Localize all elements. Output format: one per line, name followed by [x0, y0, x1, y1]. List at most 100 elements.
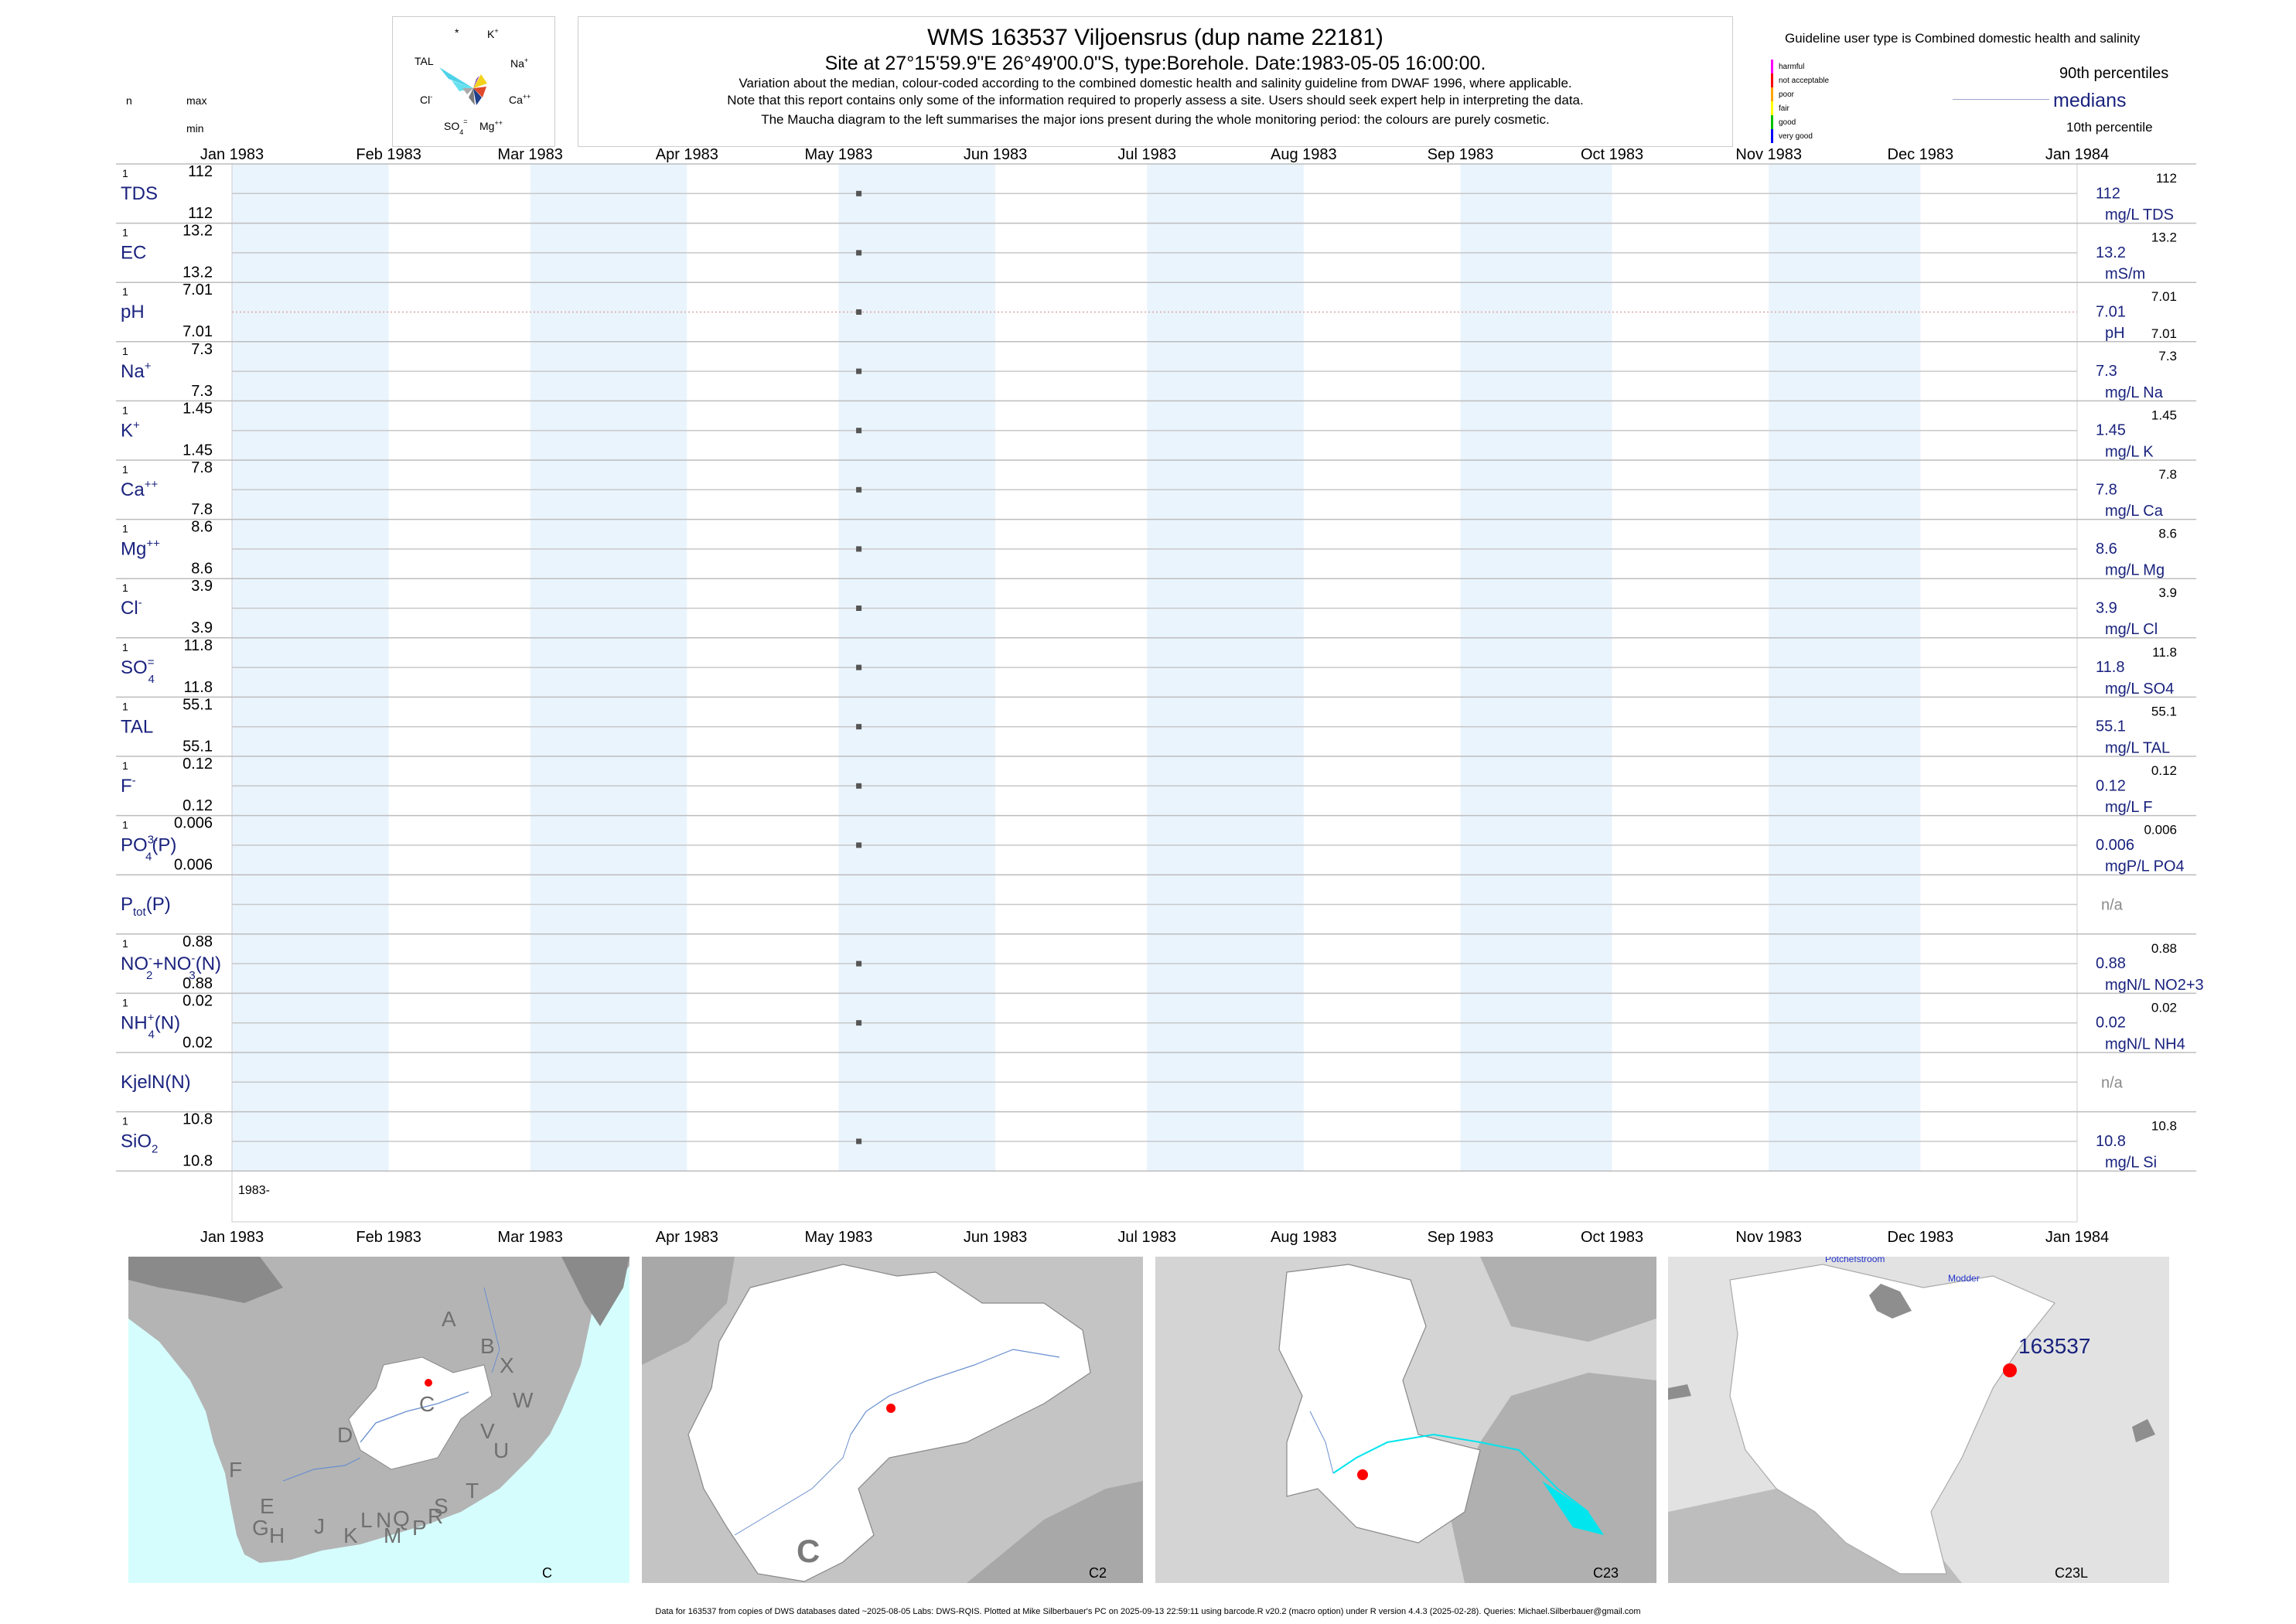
- note-line-1: Variation about the median, colour-coded…: [739, 76, 1572, 90]
- map-panel-c23l: 163537 Potchefstroom Modder C23L: [1668, 1257, 2169, 1583]
- map2-site-marker: [886, 1404, 896, 1413]
- row-variable-10: F-: [121, 774, 136, 797]
- maucha-na-sector: [473, 74, 487, 88]
- row-variable-9: TAL: [121, 716, 153, 737]
- month-label-bottom-0: Jan 1983: [200, 1229, 264, 1246]
- data-point-0: [856, 190, 862, 196]
- row-min-11: 0.006: [174, 857, 213, 874]
- note-line-3: The Maucha diagram to the left summarise…: [761, 112, 1550, 127]
- row-unit-3: mg/L Na: [2105, 384, 2164, 401]
- map2-caption: C2: [1089, 1565, 1107, 1581]
- row-median-1: 13.2: [2096, 244, 2126, 261]
- data-point-4: [856, 428, 862, 434]
- map4-catchment: [1729, 1264, 2055, 1575]
- class-swatch-1: [1771, 73, 1773, 87]
- map1-river: [360, 1391, 469, 1443]
- map1-letter-A: A: [442, 1307, 456, 1331]
- map1-letter-F: F: [229, 1458, 242, 1482]
- row-rmax-5: 7.8: [2158, 467, 2177, 482]
- medians-label: medians: [2053, 90, 2127, 111]
- map2-river: [850, 1349, 1060, 1435]
- maucha-cl-label: Cl-: [420, 93, 432, 106]
- month-label-top-2: Mar 1983: [497, 146, 563, 163]
- maucha-star-label: *: [455, 26, 459, 39]
- row-min-3: 7.3: [191, 383, 213, 400]
- row-rmax-2: 7.01: [2151, 289, 2177, 304]
- month-label-top-9: Oct 1983: [1581, 146, 1643, 163]
- map-panel-c2: C C2: [642, 1257, 1143, 1583]
- row-unit-2: pH: [2105, 325, 2125, 342]
- row-rmax-9: 55.1: [2151, 704, 2177, 718]
- row-max-8: 11.8: [184, 637, 213, 654]
- map1-letter-T: T: [466, 1479, 479, 1503]
- map1-letter-L: L: [360, 1508, 373, 1532]
- map4-town-3: [2132, 1419, 2155, 1442]
- maucha-tal-sector: [439, 67, 473, 88]
- map1-catchment-c: [348, 1356, 493, 1470]
- row-unit-4: mg/L K: [2105, 443, 2154, 460]
- year-label: 1983-: [238, 1184, 270, 1197]
- p10-label: 10th percentile: [2066, 120, 2153, 135]
- month-label-top-5: Jun 1983: [964, 146, 1027, 163]
- row-variable-6: Mg++: [121, 537, 160, 560]
- row-max-1: 13.2: [183, 223, 213, 240]
- maucha-cl-sector: [462, 88, 473, 94]
- class-label-1: not acceptable: [1779, 77, 1829, 85]
- row-min-0: 112: [188, 205, 213, 222]
- row-max-2: 7.01: [183, 281, 213, 299]
- row-n-1: 1: [122, 227, 128, 239]
- row-n-0: 1: [122, 167, 128, 179]
- data-point-11: [856, 842, 862, 848]
- month-label-top-7: Aug 1983: [1271, 146, 1337, 163]
- map4-site-marker: [2003, 1363, 2017, 1377]
- map4-town-potchefstroom: [1869, 1284, 1912, 1319]
- month-label-top-8: Sep 1983: [1428, 146, 1494, 163]
- maucha-diagram: * K+ TAL Na+ Cl- Ca++ SO4= Mg++: [392, 16, 555, 147]
- map1-letter-S: S: [434, 1494, 449, 1518]
- row-n-5: 1: [122, 463, 128, 476]
- row-min-2: 7.01: [183, 323, 213, 340]
- row-variable-14: NH+ 4(N): [121, 1011, 180, 1041]
- map3-river-cyan: [1332, 1433, 1589, 1513]
- row-max-4: 1.45: [183, 400, 213, 417]
- row-unit-10: mg/L F: [2105, 799, 2153, 816]
- guideline-label: Guideline user type is Combined domestic…: [1785, 31, 2141, 46]
- row-max-14: 0.02: [183, 992, 213, 1009]
- month-label-bottom-3: Apr 1983: [656, 1229, 718, 1246]
- maucha-k-label: K+: [487, 27, 499, 40]
- row-max-5: 7.8: [191, 459, 213, 476]
- class-label-3: fair: [1779, 104, 1790, 113]
- map3-river-blue: [1309, 1411, 1334, 1474]
- row-variable-1: EC: [121, 243, 146, 264]
- maucha-ca-sector: [473, 87, 486, 97]
- row-min-7: 3.9: [191, 619, 213, 636]
- class-label-4: good: [1779, 118, 1796, 127]
- row-median-3: 7.3: [2096, 363, 2117, 380]
- data-point-6: [856, 546, 862, 552]
- row-rmax-11: 0.006: [2144, 823, 2177, 838]
- row-rmin-2: 7.01: [2151, 326, 2177, 341]
- map1-letter-E: E: [260, 1494, 275, 1518]
- class-label-0: harmful: [1779, 63, 1804, 71]
- row-max-11: 0.006: [174, 815, 213, 832]
- map2-region-letter: C: [797, 1533, 820, 1569]
- row-rmax-14: 0.02: [2151, 1000, 2177, 1015]
- n-header: n: [126, 94, 132, 107]
- row-median-2: 7.01: [2096, 304, 2126, 321]
- row-n-14: 1: [122, 996, 128, 1008]
- row-min-1: 13.2: [183, 264, 213, 281]
- row-rmax-13: 0.88: [2151, 941, 2177, 956]
- row-max-3: 7.3: [191, 341, 213, 358]
- row-median-8: 11.8: [2096, 659, 2124, 676]
- maucha-k-sector: [473, 76, 479, 88]
- maucha-so4-sector: [469, 88, 475, 105]
- month-label-top-12: Jan 1984: [2045, 146, 2109, 163]
- map3-dark-region: [1449, 1373, 1656, 1583]
- row-rmax-8: 11.8: [2152, 645, 2177, 660]
- map2-dark-region-2: [967, 1481, 1143, 1583]
- row-max-16: 10.8: [183, 1111, 213, 1128]
- row-median-4: 1.45: [2096, 422, 2126, 439]
- row-min-8: 11.8: [184, 679, 213, 696]
- row-median-5: 7.8: [2096, 481, 2117, 498]
